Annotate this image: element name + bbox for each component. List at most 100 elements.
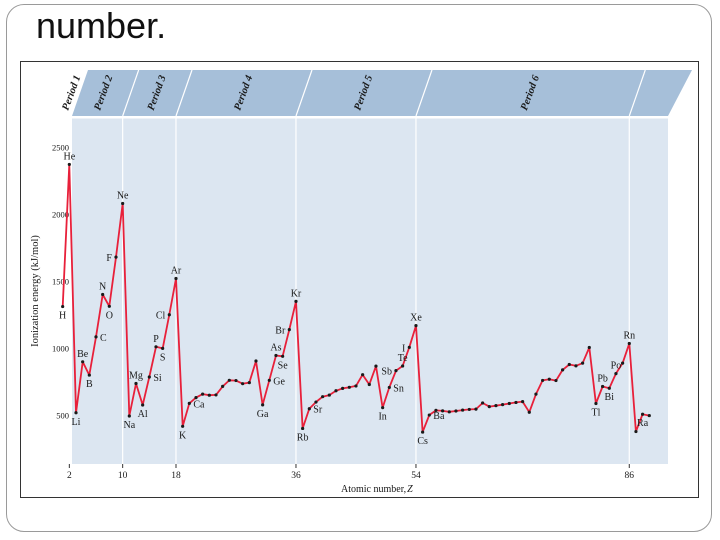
element-label: Ca xyxy=(193,399,205,410)
y-tick-label: 2500 xyxy=(52,142,69,152)
data-point xyxy=(514,400,518,405)
data-point xyxy=(441,409,445,413)
data-point xyxy=(314,400,318,404)
data-point xyxy=(374,364,378,368)
period-band-divider xyxy=(415,69,433,117)
data-point xyxy=(354,384,358,388)
element-label: Rb xyxy=(297,432,309,443)
data-point xyxy=(434,408,438,412)
data-point xyxy=(427,413,431,417)
data-point xyxy=(207,393,211,397)
data-point xyxy=(154,345,158,349)
element-label: Mg xyxy=(129,371,143,382)
data-point xyxy=(501,402,505,407)
element-label: F xyxy=(106,253,112,264)
element-label: Rn xyxy=(623,330,635,341)
element-label: Sn xyxy=(393,383,404,394)
data-point xyxy=(534,392,538,396)
data-point xyxy=(147,375,151,379)
element-label: As xyxy=(270,343,281,354)
data-point xyxy=(554,378,558,383)
data-point xyxy=(567,362,571,367)
period-band-divider xyxy=(122,69,140,117)
data-point xyxy=(107,304,111,308)
data-point xyxy=(127,414,131,418)
data-point xyxy=(261,403,265,407)
data-point xyxy=(247,380,251,385)
data-point xyxy=(461,408,465,412)
data-point xyxy=(381,406,385,410)
element-label: Al xyxy=(138,409,148,420)
element-label: Ga xyxy=(257,409,269,420)
element-label: In xyxy=(378,412,386,423)
data-point xyxy=(447,410,451,414)
data-point xyxy=(327,393,331,397)
data-point xyxy=(267,378,271,382)
period-band-divider xyxy=(175,69,193,117)
element-label: Xe xyxy=(410,313,422,324)
data-point xyxy=(494,404,498,408)
data-point xyxy=(141,403,145,407)
period-band-divider xyxy=(295,69,313,117)
data-point xyxy=(407,345,411,349)
period-band xyxy=(72,70,692,116)
element-label: O xyxy=(106,310,113,321)
element-label: Na xyxy=(123,420,135,431)
y-tick-label: 500 xyxy=(56,410,69,420)
data-point xyxy=(481,401,485,405)
data-point xyxy=(181,424,185,428)
ionization-energy-chart: Period 1 Period 2 Period 3 Period 4 Period 5… xyxy=(30,69,692,495)
x-tick-label: 54 xyxy=(411,471,421,481)
data-point xyxy=(241,382,245,386)
data-point xyxy=(274,353,278,358)
data-point xyxy=(167,313,171,317)
data-point xyxy=(641,412,645,416)
data-point xyxy=(361,373,365,377)
element-label: Pb xyxy=(597,373,608,384)
x-axis-label: Atomic number, xyxy=(341,484,406,495)
data-point xyxy=(61,304,65,309)
data-point xyxy=(467,407,471,412)
data-point xyxy=(421,430,425,434)
element-label: Ba xyxy=(433,411,445,422)
period-band-divider xyxy=(628,69,646,117)
data-point xyxy=(214,393,218,397)
data-point xyxy=(67,162,71,167)
data-point xyxy=(387,385,391,390)
element-label: H xyxy=(59,311,66,322)
data-point xyxy=(307,407,311,411)
data-point xyxy=(474,407,478,411)
data-point xyxy=(394,369,398,373)
element-label: C xyxy=(100,333,107,344)
element-label: Li xyxy=(72,417,81,428)
plot-area xyxy=(72,118,668,464)
data-point xyxy=(507,401,511,406)
element-label: He xyxy=(63,151,75,162)
data-point xyxy=(587,345,591,350)
element-label: Ra xyxy=(637,418,649,429)
x-tick-label: 18 xyxy=(171,471,181,481)
element-label: Kr xyxy=(291,288,302,299)
data-point xyxy=(227,378,231,382)
y-tick-label: 1000 xyxy=(52,343,69,353)
element-label: P xyxy=(153,334,159,345)
data-point xyxy=(281,354,285,358)
data-point xyxy=(521,400,525,404)
data-point xyxy=(487,404,491,409)
data-point xyxy=(294,299,298,303)
data-point xyxy=(81,360,85,364)
chart-figure: Period 1 Period 2 Period 3 Period 4 Period 5… xyxy=(20,61,699,498)
data-point xyxy=(321,395,325,399)
data-point xyxy=(201,392,205,396)
element-label: Se xyxy=(278,360,289,371)
element-label: Br xyxy=(275,326,286,337)
y-tick-label: 1500 xyxy=(52,276,69,286)
element-label: S xyxy=(160,352,166,363)
data-point xyxy=(94,335,98,339)
data-point xyxy=(334,389,338,393)
data-point xyxy=(301,426,305,431)
data-point xyxy=(634,429,638,434)
element-label: Te xyxy=(398,353,408,364)
data-point xyxy=(367,382,371,387)
data-point xyxy=(601,384,605,389)
